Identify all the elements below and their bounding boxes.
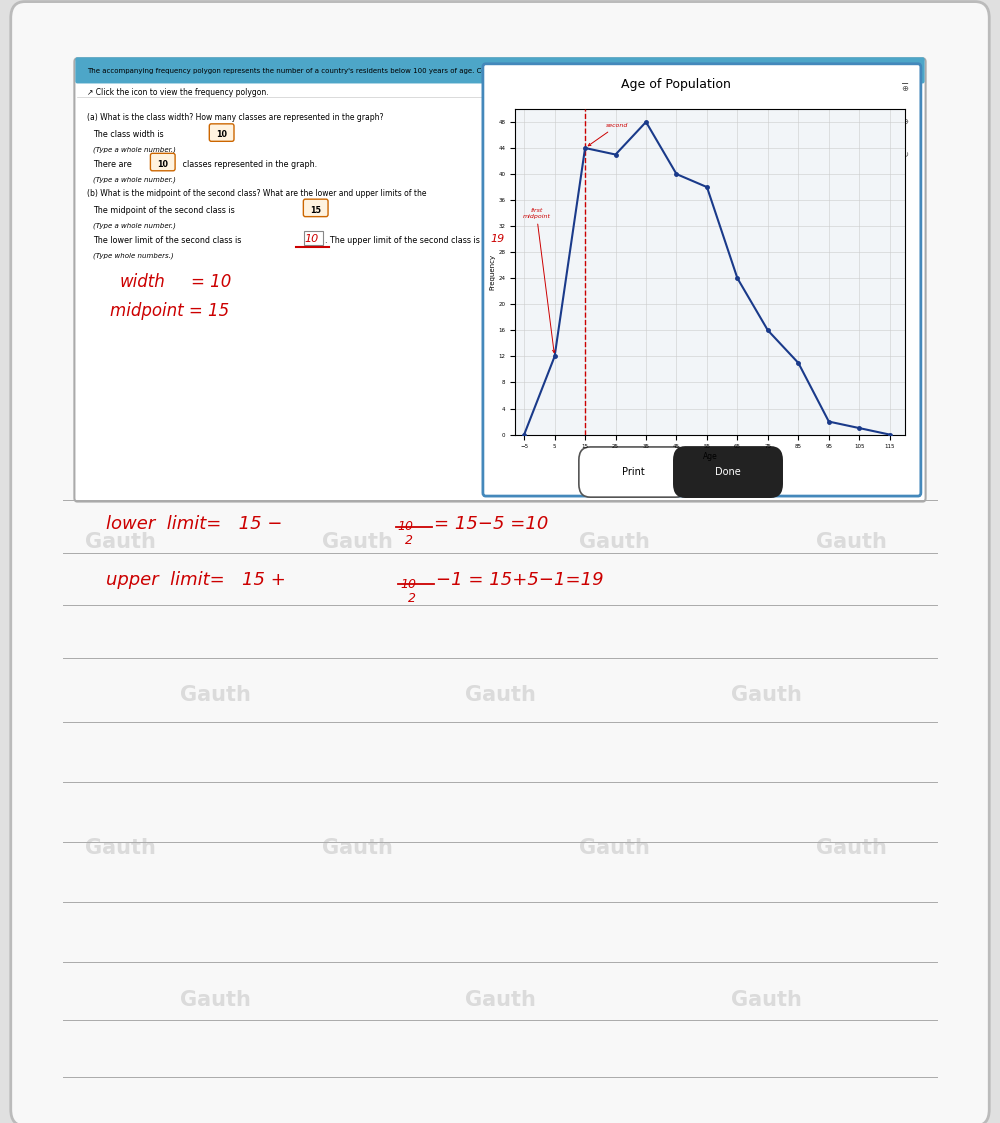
Text: (Type whole numbers.): (Type whole numbers.)	[93, 253, 174, 259]
Text: The class width is: The class width is	[93, 130, 167, 139]
Text: 2: 2	[405, 535, 413, 547]
Text: Gauth: Gauth	[731, 990, 801, 1011]
FancyBboxPatch shape	[75, 57, 925, 83]
Text: Gauth: Gauth	[465, 990, 535, 1011]
Text: Age of Population: Age of Population	[621, 77, 731, 91]
Text: first
midpoint: first midpoint	[522, 208, 555, 353]
Text: The accompanying frequency polygon represents the number of a country's resident: The accompanying frequency polygon repre…	[87, 67, 605, 74]
Text: Gauth: Gauth	[322, 838, 393, 858]
FancyBboxPatch shape	[490, 231, 509, 245]
FancyBboxPatch shape	[74, 58, 926, 502]
Text: (Type a whole number.): (Type a whole number.)	[93, 222, 176, 229]
FancyBboxPatch shape	[303, 199, 328, 217]
Text: ↗ Click the icon to view the frequency polygon.: ↗ Click the icon to view the frequency p…	[87, 88, 268, 97]
Text: ⊖: ⊖	[901, 117, 908, 126]
Text: (a) What is the class width? How many classes are represented in the graph?: (a) What is the class width? How many cl…	[87, 113, 383, 122]
Text: Print: Print	[622, 467, 644, 477]
Text: Gauth: Gauth	[816, 838, 887, 858]
Text: Gauth: Gauth	[579, 532, 649, 551]
Text: upper  limit=   15 +: upper limit= 15 +	[106, 572, 291, 590]
Text: Gauth: Gauth	[816, 532, 887, 551]
FancyBboxPatch shape	[674, 447, 782, 497]
Text: 19: 19	[490, 234, 504, 244]
Text: Gauth: Gauth	[816, 226, 887, 246]
FancyBboxPatch shape	[11, 1, 989, 1123]
Text: Gauth: Gauth	[322, 532, 393, 551]
Text: Gauth: Gauth	[322, 226, 393, 246]
Text: 10: 10	[305, 234, 319, 244]
Text: −1 = 15+5−1=19: −1 = 15+5−1=19	[436, 572, 604, 590]
Text: Gauth: Gauth	[180, 990, 250, 1011]
Text: Gauth: Gauth	[180, 73, 250, 93]
Text: Gauth: Gauth	[465, 380, 535, 399]
Text: Gauth: Gauth	[731, 380, 801, 399]
Text: width: width	[120, 273, 166, 291]
Text: Gauth: Gauth	[731, 73, 801, 93]
Text: 10: 10	[157, 159, 168, 168]
Text: −: −	[901, 79, 909, 89]
Text: Gauth: Gauth	[85, 838, 155, 858]
Text: Gauth: Gauth	[579, 838, 649, 858]
Text: lower  limit=   15 −: lower limit= 15 −	[106, 514, 288, 532]
Text: . The upper limit of the second class is: . The upper limit of the second class is	[325, 236, 483, 245]
Text: 15: 15	[310, 206, 321, 214]
Text: (b) What is the midpoint of the second class? What are the lower and upper limit: (b) What is the midpoint of the second c…	[87, 190, 426, 199]
Text: There are: There are	[93, 159, 135, 168]
FancyBboxPatch shape	[304, 231, 323, 245]
X-axis label: Age: Age	[703, 453, 717, 462]
Text: Gauth: Gauth	[731, 685, 801, 705]
Text: Gauth: Gauth	[465, 685, 535, 705]
Text: Gauth: Gauth	[85, 532, 155, 551]
Y-axis label: Frequency: Frequency	[490, 254, 496, 290]
Text: ↻: ↻	[901, 149, 908, 159]
Text: (Type a whole number.): (Type a whole number.)	[93, 176, 176, 183]
Text: Gauth: Gauth	[180, 685, 250, 705]
Text: Gauth: Gauth	[465, 73, 535, 93]
Text: The lower limit of the second class is: The lower limit of the second class is	[93, 236, 244, 245]
FancyBboxPatch shape	[483, 64, 921, 496]
FancyBboxPatch shape	[579, 447, 687, 497]
Text: Gauth: Gauth	[85, 226, 155, 246]
Text: midpoint = 15: midpoint = 15	[110, 302, 230, 320]
FancyBboxPatch shape	[150, 154, 175, 171]
Text: Gauth: Gauth	[579, 226, 649, 246]
Text: ⊕: ⊕	[901, 84, 908, 93]
Text: 2: 2	[408, 592, 416, 605]
Text: The midpoint of the second class is: The midpoint of the second class is	[93, 206, 238, 214]
Text: classes represented in the graph.: classes represented in the graph.	[180, 159, 317, 168]
Text: (Type a whole number.): (Type a whole number.)	[93, 147, 176, 153]
Text: Gauth: Gauth	[180, 380, 250, 399]
Text: 10: 10	[397, 520, 413, 533]
Text: second: second	[588, 122, 629, 146]
Text: = 15−5 =10: = 15−5 =10	[434, 514, 548, 532]
Text: 10: 10	[216, 130, 227, 139]
FancyBboxPatch shape	[209, 124, 234, 141]
Text: Done: Done	[715, 467, 741, 477]
Text: 10: 10	[400, 578, 416, 591]
Text: = 10: = 10	[191, 273, 232, 291]
